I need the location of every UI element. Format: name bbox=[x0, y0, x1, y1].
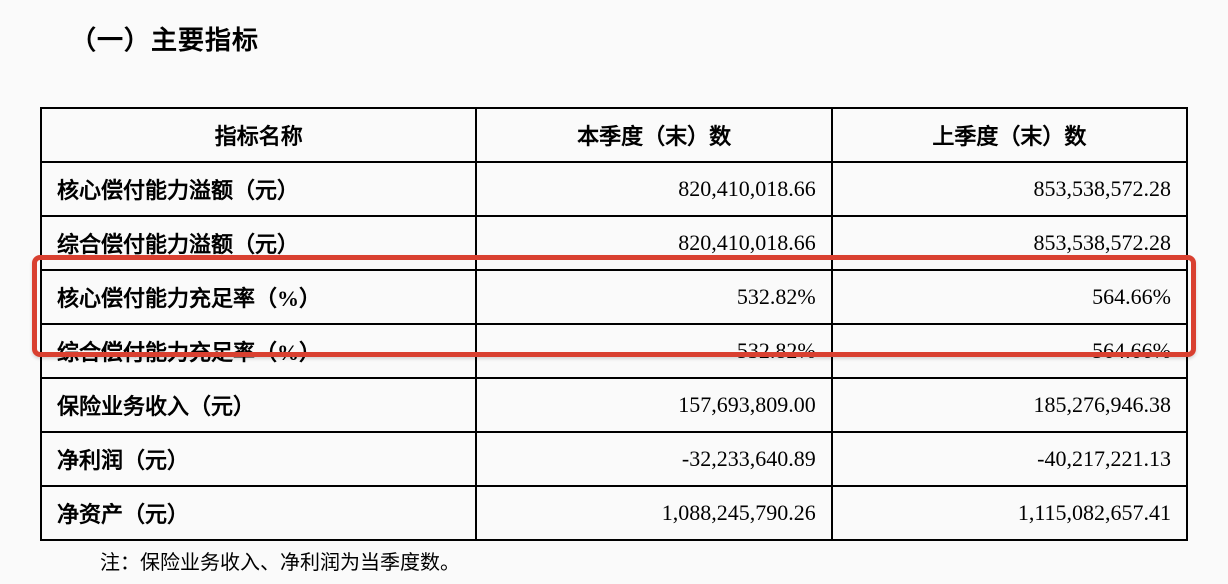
table-row: 净利润（元） -32,233,640.89 -40,217,221.13 bbox=[41, 432, 1187, 486]
row-label: 综合偿付能力充足率（%） bbox=[41, 324, 476, 378]
table-row: 核心偿付能力溢额（元） 820,410,018.66 853,538,572.2… bbox=[41, 162, 1187, 216]
row-previous: 853,538,572.28 bbox=[832, 162, 1187, 216]
main-indicators-table: 指标名称 本季度（末）数 上季度（末）数 核心偿付能力溢额（元） 820,410… bbox=[40, 107, 1188, 541]
row-previous: 853,538,572.28 bbox=[832, 216, 1187, 270]
row-previous: 1,115,082,657.41 bbox=[832, 486, 1187, 540]
table-row: 综合偿付能力溢额（元） 820,410,018.66 853,538,572.2… bbox=[41, 216, 1187, 270]
table-header-row: 指标名称 本季度（末）数 上季度（末）数 bbox=[41, 108, 1187, 162]
row-label: 保险业务收入（元） bbox=[41, 378, 476, 432]
table-wrapper: 指标名称 本季度（末）数 上季度（末）数 核心偿付能力溢额（元） 820,410… bbox=[40, 107, 1188, 541]
row-current: 820,410,018.66 bbox=[476, 162, 831, 216]
row-label: 净利润（元） bbox=[41, 432, 476, 486]
row-current: 1,088,245,790.26 bbox=[476, 486, 831, 540]
row-label: 净资产（元） bbox=[41, 486, 476, 540]
header-indicator-name: 指标名称 bbox=[41, 108, 476, 162]
table-footnote: 注：保险业务收入、净利润为当季度数。 bbox=[100, 546, 1228, 575]
row-current: 157,693,809.00 bbox=[476, 378, 831, 432]
row-previous: 564.66% bbox=[832, 270, 1187, 324]
row-previous: 185,276,946.38 bbox=[832, 378, 1187, 432]
table-row: 核心偿付能力充足率（%） 532.82% 564.66% bbox=[41, 270, 1187, 324]
row-label: 核心偿付能力溢额（元） bbox=[41, 162, 476, 216]
row-label: 综合偿付能力溢额（元） bbox=[41, 216, 476, 270]
header-previous-quarter: 上季度（末）数 bbox=[832, 108, 1187, 162]
table-row: 净资产（元） 1,088,245,790.26 1,115,082,657.41 bbox=[41, 486, 1187, 540]
row-current: 532.82% bbox=[476, 324, 831, 378]
row-label: 核心偿付能力充足率（%） bbox=[41, 270, 476, 324]
row-current: 820,410,018.66 bbox=[476, 216, 831, 270]
header-current-quarter: 本季度（末）数 bbox=[476, 108, 831, 162]
row-previous: 564.66% bbox=[832, 324, 1187, 378]
table-row: 综合偿付能力充足率（%） 532.82% 564.66% bbox=[41, 324, 1187, 378]
row-current: 532.82% bbox=[476, 270, 831, 324]
row-current: -32,233,640.89 bbox=[476, 432, 831, 486]
section-title: （一）主要指标 bbox=[70, 20, 1228, 57]
row-previous: -40,217,221.13 bbox=[832, 432, 1187, 486]
table-row: 保险业务收入（元） 157,693,809.00 185,276,946.38 bbox=[41, 378, 1187, 432]
